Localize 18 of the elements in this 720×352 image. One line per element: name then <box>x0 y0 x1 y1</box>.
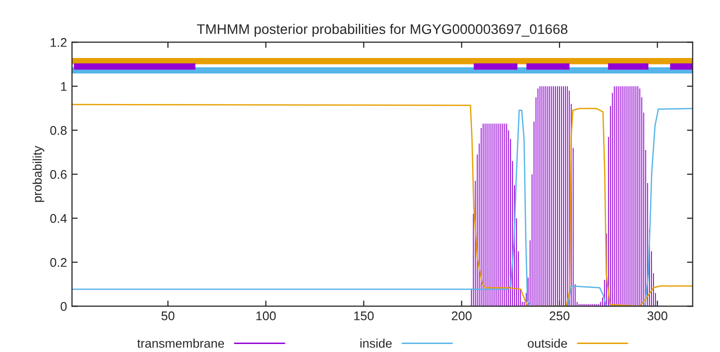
legend-label: transmembrane <box>137 338 224 348</box>
legend-label: inside <box>360 338 392 348</box>
legend-label: outside <box>528 338 568 348</box>
x-tick-label: 150 <box>354 311 374 320</box>
y-tick-label: 0 <box>60 302 67 311</box>
y-axis-title: probability <box>32 146 44 202</box>
x-tick-label: 100 <box>256 311 276 320</box>
x-tick-label: 300 <box>647 311 668 320</box>
x-tick-label: 50 <box>161 311 174 320</box>
y-tick-label: 0.4 <box>50 214 67 223</box>
x-tick-label: 250 <box>550 311 570 320</box>
y-tick-label: 0.8 <box>50 126 67 135</box>
y-tick-label: 0.6 <box>50 170 67 179</box>
y-tick-label: 1 <box>61 82 67 91</box>
y-tick-label: 0.2 <box>50 258 67 267</box>
chart-title: TMHMM posterior probabilities for MGYG000003697_01668 <box>196 24 568 37</box>
x-tick-label: 200 <box>452 311 472 320</box>
y-tick-label: 1.2 <box>50 38 67 47</box>
